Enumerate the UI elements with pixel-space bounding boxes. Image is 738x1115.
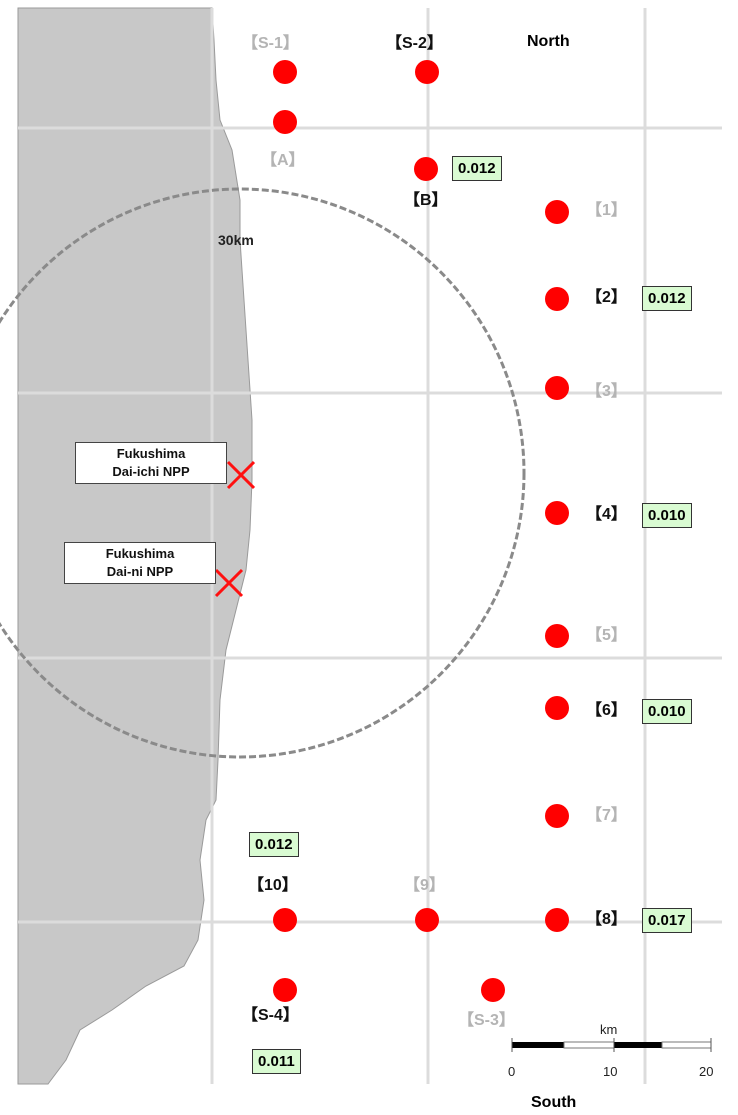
station-dot-b bbox=[414, 157, 438, 181]
station-dot-s2 bbox=[415, 60, 439, 84]
station-dot-5 bbox=[545, 624, 569, 648]
station-dot-4 bbox=[545, 501, 569, 525]
npp-daini-line2: Dai-ni NPP bbox=[106, 564, 174, 579]
station-label-3: 【3】 bbox=[586, 383, 627, 400]
value-box-6: 0.010 bbox=[642, 699, 692, 724]
station-label-10: 【10】 bbox=[248, 877, 298, 894]
station-label-2: 【2】 bbox=[586, 289, 627, 306]
station-label-4: 【4】 bbox=[586, 506, 627, 523]
station-dot-s4 bbox=[273, 978, 297, 1002]
station-dot-3 bbox=[545, 376, 569, 400]
station-dot-s1 bbox=[273, 60, 297, 84]
scale-unit: km bbox=[600, 1022, 618, 1037]
station-label-1: 【1】 bbox=[586, 202, 627, 219]
npp-daini-marker bbox=[214, 568, 244, 598]
value-box-10: 0.012 bbox=[249, 832, 299, 857]
value-box-2: 0.012 bbox=[642, 286, 692, 311]
value-box-b: 0.012 bbox=[452, 156, 502, 181]
value-box-4: 0.010 bbox=[642, 503, 692, 528]
station-dots bbox=[273, 60, 569, 1002]
station-label-b: 【B】 bbox=[404, 192, 448, 209]
zone-30km-label: 30km bbox=[218, 232, 254, 248]
station-label-7: 【7】 bbox=[586, 807, 627, 824]
station-label-6: 【6】 bbox=[586, 702, 627, 719]
npp-daini-label: Fukushima Dai-ni NPP bbox=[64, 542, 216, 584]
station-dot-2 bbox=[545, 287, 569, 311]
zone-30km-circle bbox=[0, 187, 526, 759]
scale-tick-0: 0 bbox=[508, 1064, 516, 1079]
scale-bar bbox=[511, 1038, 712, 1052]
npp-daiichi-line1: Fukushima bbox=[116, 446, 186, 461]
station-dot-s3 bbox=[481, 978, 505, 1002]
value-box-s4: 0.011 bbox=[252, 1049, 301, 1074]
station-label-9: 【9】 bbox=[404, 877, 445, 894]
station-label-8: 【8】 bbox=[586, 911, 627, 928]
station-label-s3: 【S-3】 bbox=[458, 1012, 515, 1029]
npp-daiichi-label: Fukushima Dai-ichi NPP bbox=[75, 442, 227, 484]
station-dot-8 bbox=[545, 908, 569, 932]
south-label: South bbox=[531, 1094, 577, 1111]
npp-daiichi-marker bbox=[226, 460, 256, 490]
npp-daiichi-line2: Dai-ichi NPP bbox=[112, 464, 190, 479]
station-label-5: 【5】 bbox=[586, 627, 627, 644]
station-label-a: 【A】 bbox=[261, 152, 305, 169]
station-dot-7 bbox=[545, 804, 569, 828]
station-dot-9 bbox=[415, 908, 439, 932]
station-dot-a bbox=[273, 110, 297, 134]
station-label-s2: 【S-2】 bbox=[386, 35, 443, 52]
station-dot-1 bbox=[545, 200, 569, 224]
scale-tick-10: 10 bbox=[603, 1064, 618, 1079]
station-dot-6 bbox=[545, 696, 569, 720]
npp-daini-line1: Fukushima bbox=[105, 546, 175, 561]
station-dot-10 bbox=[273, 908, 297, 932]
north-label: North bbox=[527, 33, 570, 50]
scale-tick-20: 20 bbox=[699, 1064, 714, 1079]
value-box-8: 0.017 bbox=[642, 908, 692, 933]
station-label-s4: 【S-4】 bbox=[242, 1007, 299, 1024]
station-label-s1: 【S-1】 bbox=[242, 35, 299, 52]
